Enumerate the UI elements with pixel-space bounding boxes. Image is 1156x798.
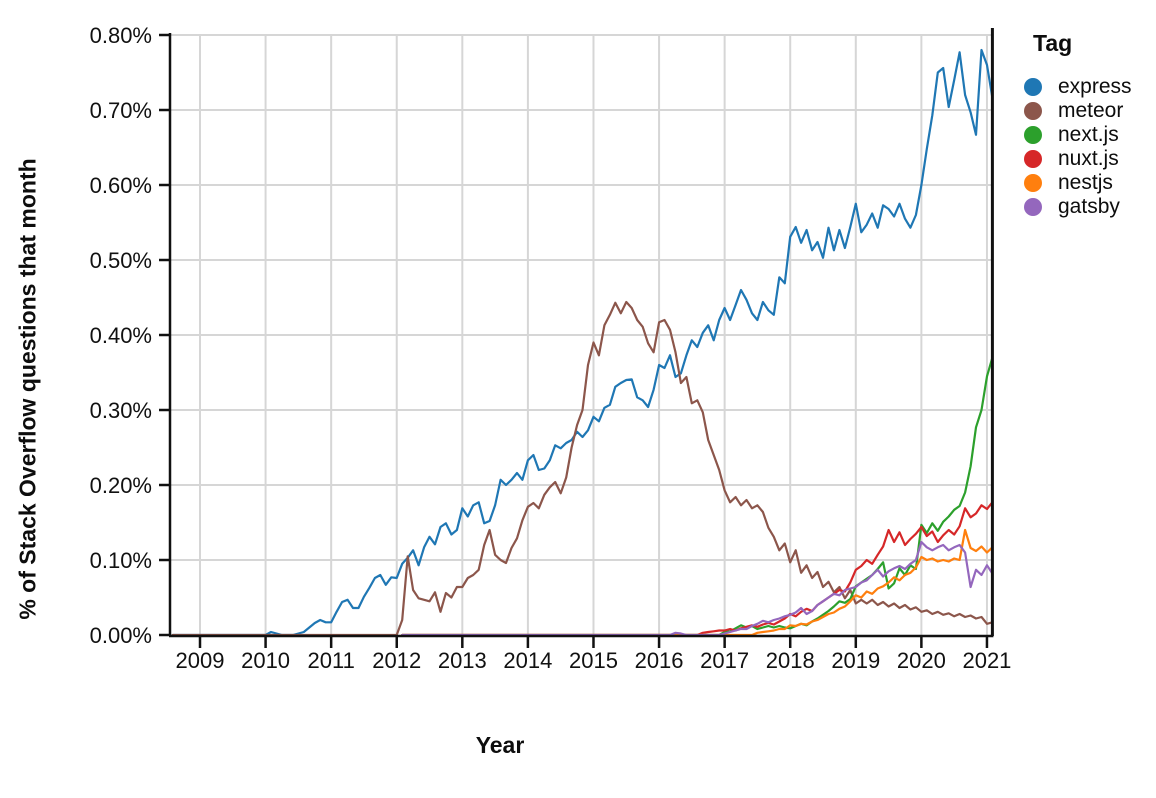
legend-label: nestjs bbox=[1058, 171, 1113, 194]
legend: Tag express meteor next.js nuxt.js nestjs gat… bbox=[1022, 30, 1152, 219]
legend-label: nuxt.js bbox=[1058, 147, 1119, 170]
series-line-express bbox=[171, 48, 994, 637]
y-tick-label: 0.10% bbox=[90, 548, 152, 573]
legend-title: Tag bbox=[1033, 30, 1073, 56]
x-tick-label: 2015 bbox=[569, 648, 618, 673]
y-axis-title: % of Stack Overflow questions that month bbox=[14, 158, 41, 620]
legend-swatch-icon bbox=[1024, 126, 1042, 144]
series-line-meteor bbox=[171, 300, 994, 637]
x-tick-label: 2011 bbox=[308, 648, 355, 673]
series-line-gatsby bbox=[401, 540, 994, 637]
x-tick-label: 2009 bbox=[176, 648, 225, 673]
y-tick-label: 0.20% bbox=[90, 473, 152, 498]
legend-label: next.js bbox=[1058, 123, 1119, 146]
legend-item-next-js: next.js bbox=[1022, 123, 1152, 147]
legend-swatch-icon bbox=[1024, 174, 1042, 192]
x-tick-label: 2021 bbox=[962, 648, 1011, 673]
x-tick-label: 2010 bbox=[241, 648, 290, 673]
y-tick-label: 0.60% bbox=[90, 173, 152, 198]
legend-swatch-icon bbox=[1024, 150, 1042, 168]
legend-swatch-icon bbox=[1024, 78, 1042, 96]
x-axis-title: Year bbox=[475, 732, 525, 758]
x-tick-label: 2018 bbox=[766, 648, 815, 673]
legend-items: express meteor next.js nuxt.js nestjs gatsby bbox=[1022, 75, 1152, 219]
x-tick-label: 2013 bbox=[438, 648, 487, 673]
x-tick-label: 2012 bbox=[372, 648, 421, 673]
legend-item-gatsby: gatsby bbox=[1022, 195, 1152, 219]
series-line-next-js bbox=[401, 356, 994, 637]
y-tick-label: 0.70% bbox=[90, 98, 152, 123]
y-tick-label: 0.50% bbox=[90, 248, 152, 273]
legend-item-meteor: meteor bbox=[1022, 99, 1152, 123]
legend-item-nestjs: nestjs bbox=[1022, 171, 1152, 195]
x-tick-label: 2014 bbox=[503, 648, 552, 673]
y-tick-label: 0.80% bbox=[90, 23, 152, 48]
series-line-nestjs bbox=[401, 528, 994, 637]
legend-swatch-icon bbox=[1024, 198, 1042, 216]
legend-item-nuxt-js: nuxt.js bbox=[1022, 147, 1152, 171]
legend-swatch-icon bbox=[1024, 102, 1042, 120]
legend-label: meteor bbox=[1058, 99, 1124, 122]
legend-label: express bbox=[1058, 75, 1132, 98]
x-tick-label: 2016 bbox=[635, 648, 684, 673]
legend-label: gatsby bbox=[1058, 195, 1120, 218]
x-tick-label: 2020 bbox=[897, 648, 946, 673]
y-tick-label: 0.00% bbox=[90, 623, 152, 648]
y-tick-label: 0.30% bbox=[90, 398, 152, 423]
legend-item-express: express bbox=[1022, 75, 1152, 99]
y-tick-label: 0.40% bbox=[90, 323, 152, 348]
x-tick-label: 2017 bbox=[700, 648, 749, 673]
x-tick-label: 2019 bbox=[831, 648, 880, 673]
